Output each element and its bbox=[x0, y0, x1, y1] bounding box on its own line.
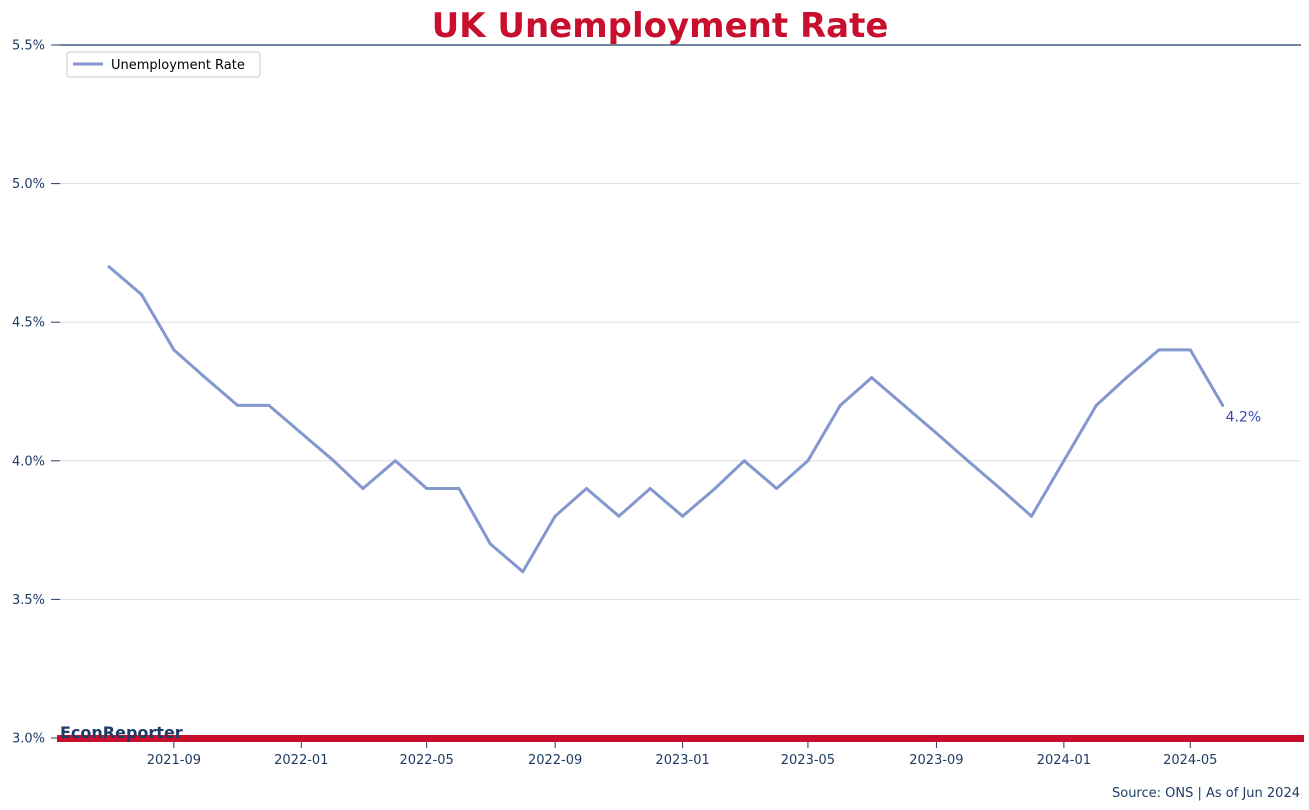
data-point bbox=[425, 487, 429, 491]
y-axis: 3.0% 3.5% 4.0% 4.5% 5.0% 5.5% bbox=[12, 39, 60, 747]
data-point bbox=[713, 487, 717, 491]
data-point bbox=[742, 459, 746, 463]
x-tick-label: 2021-09 bbox=[147, 753, 201, 768]
data-point bbox=[681, 514, 685, 518]
x-tick-label: 2022-05 bbox=[399, 753, 453, 768]
legend-label: Unemployment Rate bbox=[111, 58, 245, 73]
data-point bbox=[332, 459, 336, 463]
x-axis: 2021-09 2022-01 2022-05 2022-09 2023-01 2023-… bbox=[147, 742, 1217, 768]
legend-box bbox=[66, 51, 261, 78]
data-point bbox=[870, 376, 874, 380]
data-point bbox=[553, 514, 557, 518]
data-point bbox=[1157, 348, 1161, 352]
data-point bbox=[299, 431, 303, 435]
data-point bbox=[107, 265, 111, 269]
series-line-unemployment-rate bbox=[107, 265, 1225, 574]
data-point bbox=[1221, 403, 1225, 407]
data-point bbox=[775, 487, 779, 491]
data-point bbox=[998, 487, 1002, 491]
x-tick-label: 2024-05 bbox=[1163, 753, 1217, 768]
y-tick-label: 4.0% bbox=[12, 454, 45, 469]
x-tick-label: 2022-01 bbox=[274, 753, 328, 768]
data-point bbox=[236, 403, 240, 407]
x-tick-label: 2023-09 bbox=[909, 753, 963, 768]
y-tick-label: 5.0% bbox=[12, 177, 45, 192]
source-note: Source: ONS | As of Jun 2024 bbox=[1112, 786, 1300, 801]
x-tick-label: 2022-09 bbox=[528, 753, 582, 768]
data-point bbox=[902, 403, 906, 407]
chart-title: UK Unemployment Rate bbox=[432, 6, 889, 46]
data-points bbox=[107, 265, 1225, 574]
data-point bbox=[648, 487, 652, 491]
legend: Unemployment Rate bbox=[66, 51, 261, 78]
data-point bbox=[617, 514, 621, 518]
data-point bbox=[1188, 348, 1192, 352]
data-point bbox=[1062, 459, 1066, 463]
data-point bbox=[393, 459, 397, 463]
data-point bbox=[203, 376, 207, 380]
brand-logo: EconReporter bbox=[60, 723, 183, 742]
data-point bbox=[1029, 514, 1033, 518]
y-tick-label: 5.5% bbox=[12, 39, 45, 54]
end-value-label: 4.2% bbox=[1226, 409, 1262, 425]
x-tick-label: 2023-05 bbox=[781, 753, 835, 768]
data-point bbox=[838, 403, 842, 407]
x-tick-label: 2023-01 bbox=[655, 753, 709, 768]
data-point bbox=[966, 459, 970, 463]
baseline-bar bbox=[57, 735, 1304, 742]
data-point bbox=[1094, 403, 1098, 407]
y-tick-label: 3.5% bbox=[12, 593, 45, 608]
grid-lines bbox=[60, 183, 1301, 600]
data-point bbox=[267, 403, 271, 407]
y-tick-label: 4.5% bbox=[12, 316, 45, 331]
y-tick-label: 3.0% bbox=[12, 732, 45, 747]
x-tick-label: 2024-01 bbox=[1037, 753, 1091, 768]
data-point bbox=[488, 542, 492, 546]
data-point bbox=[806, 459, 810, 463]
data-point bbox=[139, 292, 143, 296]
data-point bbox=[584, 487, 588, 491]
data-point bbox=[172, 348, 176, 352]
data-point bbox=[934, 431, 938, 435]
data-point bbox=[361, 487, 365, 491]
data-point bbox=[521, 570, 525, 574]
data-point bbox=[457, 487, 461, 491]
data-point bbox=[1125, 376, 1129, 380]
